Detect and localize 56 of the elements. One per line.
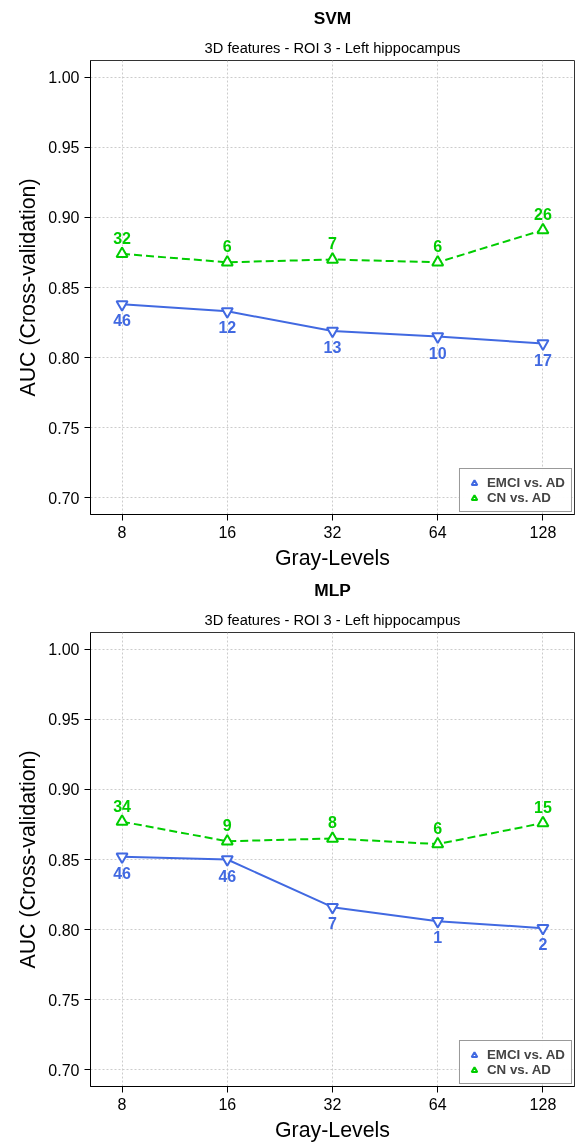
y-tick-label: 0.80 — [48, 349, 80, 367]
annotation: 46 — [218, 867, 237, 885]
annotation: 6 — [222, 238, 232, 256]
y-tick-label: 0.70 — [48, 1061, 80, 1079]
annotation: 2 — [538, 936, 548, 954]
x-tick-label: 128 — [529, 1095, 557, 1113]
annotation: 6 — [433, 820, 443, 838]
annotation: 6 — [433, 238, 443, 256]
annotation: 1 — [433, 929, 443, 947]
annotation: 9 — [222, 817, 232, 835]
y-tick-label: 1.00 — [48, 69, 80, 87]
y-axis-title: AUC (Cross-validation) — [16, 178, 41, 397]
y-tick-label: 0.75 — [48, 419, 80, 437]
chart-title: SVM — [313, 7, 352, 28]
y-tick-label: 1.00 — [48, 641, 80, 659]
x-tick-label: 32 — [323, 1095, 342, 1113]
annotation: 15 — [534, 799, 552, 817]
x-tick-label: 16 — [218, 1095, 237, 1113]
x-tick-label: 64 — [428, 523, 447, 541]
annotation: 7 — [328, 915, 338, 933]
x-tick-label: 8 — [117, 523, 127, 541]
y-tick-label: 0.70 — [48, 489, 80, 507]
chart-subtitle: 3D features - ROI 3 - Left hippocampus — [204, 611, 461, 628]
x-tick-label: 32 — [323, 523, 342, 541]
y-tick-label: 0.95 — [48, 711, 80, 729]
legend-label: EMCI vs. AD — [486, 1047, 565, 1062]
x-tick-label: 64 — [428, 1095, 447, 1113]
annotation: 13 — [323, 338, 342, 356]
legend-label: EMCI vs. AD — [486, 475, 565, 490]
x-tick-label: 8 — [117, 1095, 127, 1113]
annotation: 12 — [218, 319, 237, 337]
legend-label: CN vs. AD — [486, 490, 551, 505]
y-tick-label: 0.85 — [48, 851, 80, 869]
y-tick-label: 0.80 — [48, 921, 80, 939]
annotation: 8 — [328, 814, 338, 832]
x-tick-label: 16 — [218, 523, 237, 541]
annotation: 32 — [113, 229, 132, 247]
x-axis-title: Gray-Levels — [275, 1117, 390, 1142]
y-tick-label: 0.85 — [48, 279, 80, 297]
annotation: 26 — [534, 206, 552, 224]
annotation: 34 — [113, 797, 132, 815]
x-axis-title: Gray-Levels — [275, 545, 390, 570]
y-axis-title: AUC (Cross-validation) — [16, 750, 41, 969]
chart-subtitle: 3D features - ROI 3 - Left hippocampus — [204, 39, 461, 56]
y-tick-label: 0.95 — [48, 139, 80, 157]
annotation: 46 — [113, 864, 132, 882]
annotation: 10 — [428, 344, 447, 362]
annotation: 46 — [113, 312, 132, 330]
y-tick-label: 0.75 — [48, 991, 80, 1009]
y-tick-label: 0.90 — [48, 781, 80, 799]
y-tick-label: 0.90 — [48, 209, 80, 227]
annotation: 7 — [328, 235, 338, 253]
x-tick-label: 128 — [529, 523, 557, 541]
legend-label: CN vs. AD — [486, 1062, 551, 1077]
annotation: 17 — [534, 351, 552, 369]
chart-title: MLP — [314, 579, 351, 600]
